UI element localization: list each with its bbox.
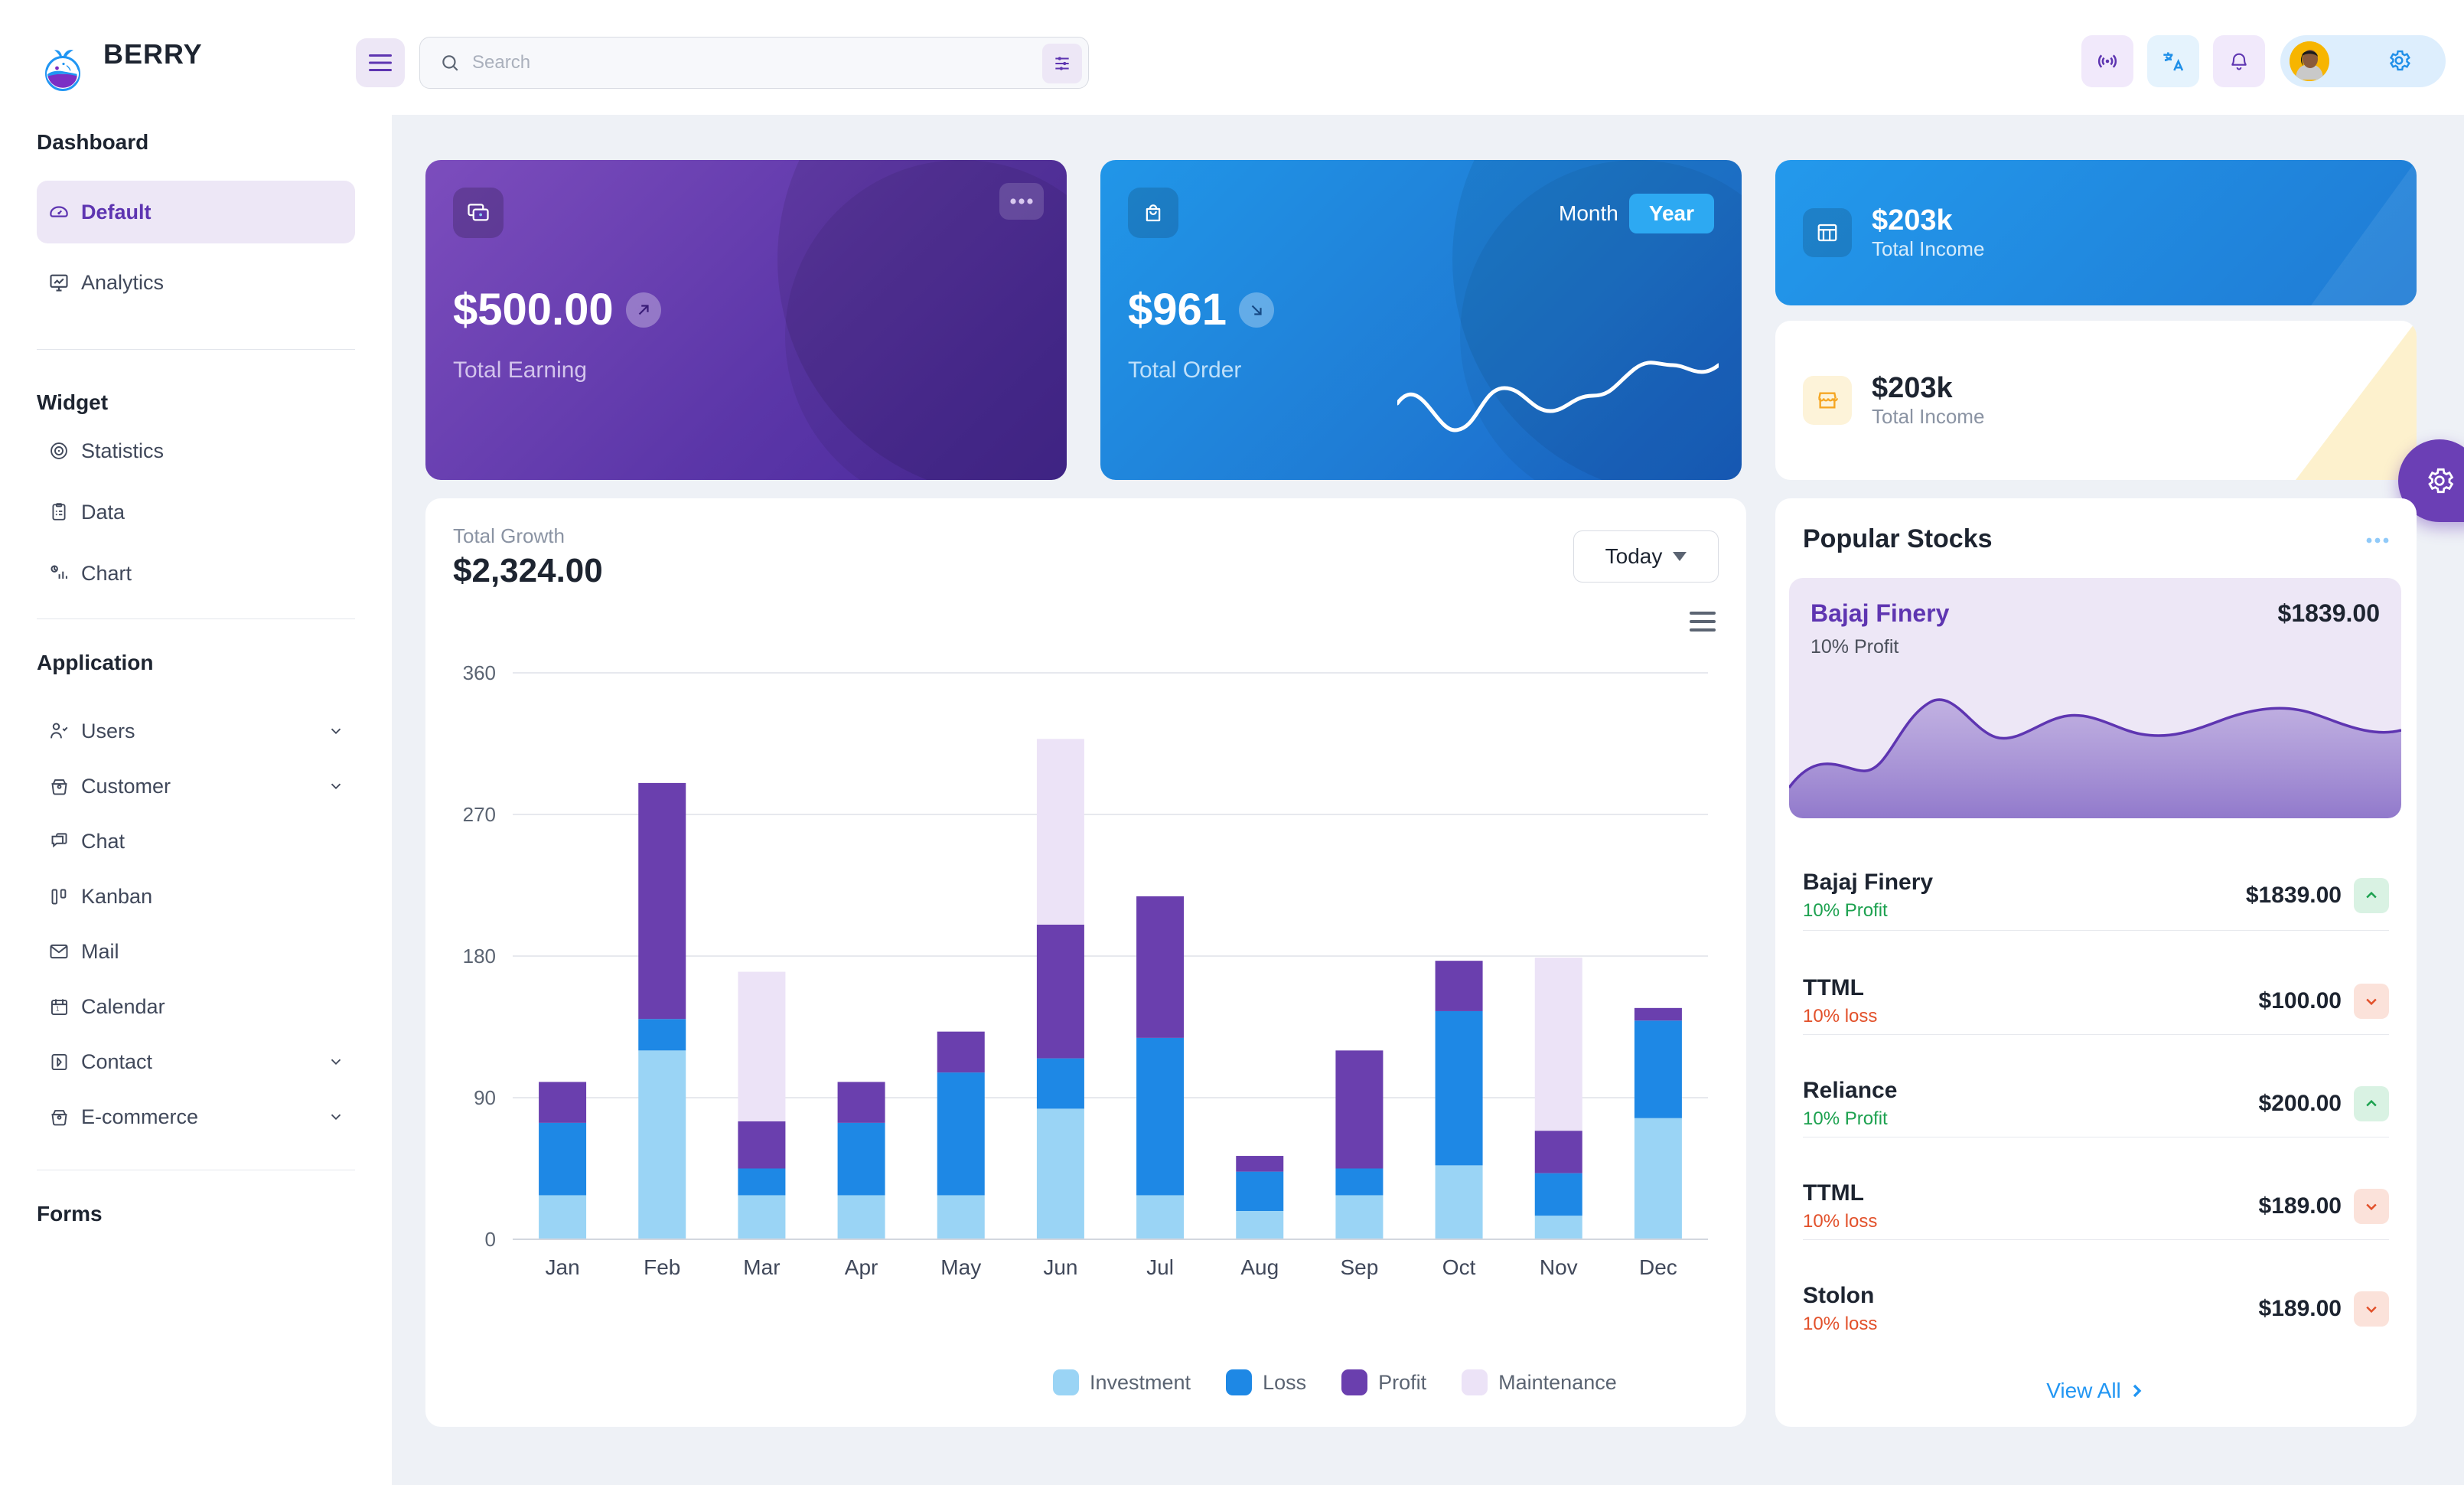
svg-text:270: 270 (463, 803, 496, 826)
svg-text:Sep: Sep (1341, 1255, 1379, 1279)
svg-text:Jan: Jan (546, 1255, 580, 1279)
svg-text:1: 1 (56, 1005, 59, 1012)
svg-text:0: 0 (485, 1228, 496, 1251)
svg-text:Jul: Jul (1146, 1255, 1174, 1279)
svg-text:Jun: Jun (1043, 1255, 1077, 1279)
svg-text:180: 180 (463, 945, 496, 968)
svg-text:Mar: Mar (743, 1255, 780, 1279)
svg-text:Apr: Apr (845, 1255, 878, 1279)
svg-text:Feb: Feb (644, 1255, 680, 1279)
svg-text:Nov: Nov (1540, 1255, 1578, 1279)
svg-text:May: May (940, 1255, 981, 1279)
svg-text:Oct: Oct (1442, 1255, 1476, 1279)
svg-text:Aug: Aug (1240, 1255, 1279, 1279)
svg-text:360: 360 (463, 661, 496, 684)
svg-text:Dec: Dec (1639, 1255, 1677, 1279)
svg-text:90: 90 (474, 1086, 496, 1109)
